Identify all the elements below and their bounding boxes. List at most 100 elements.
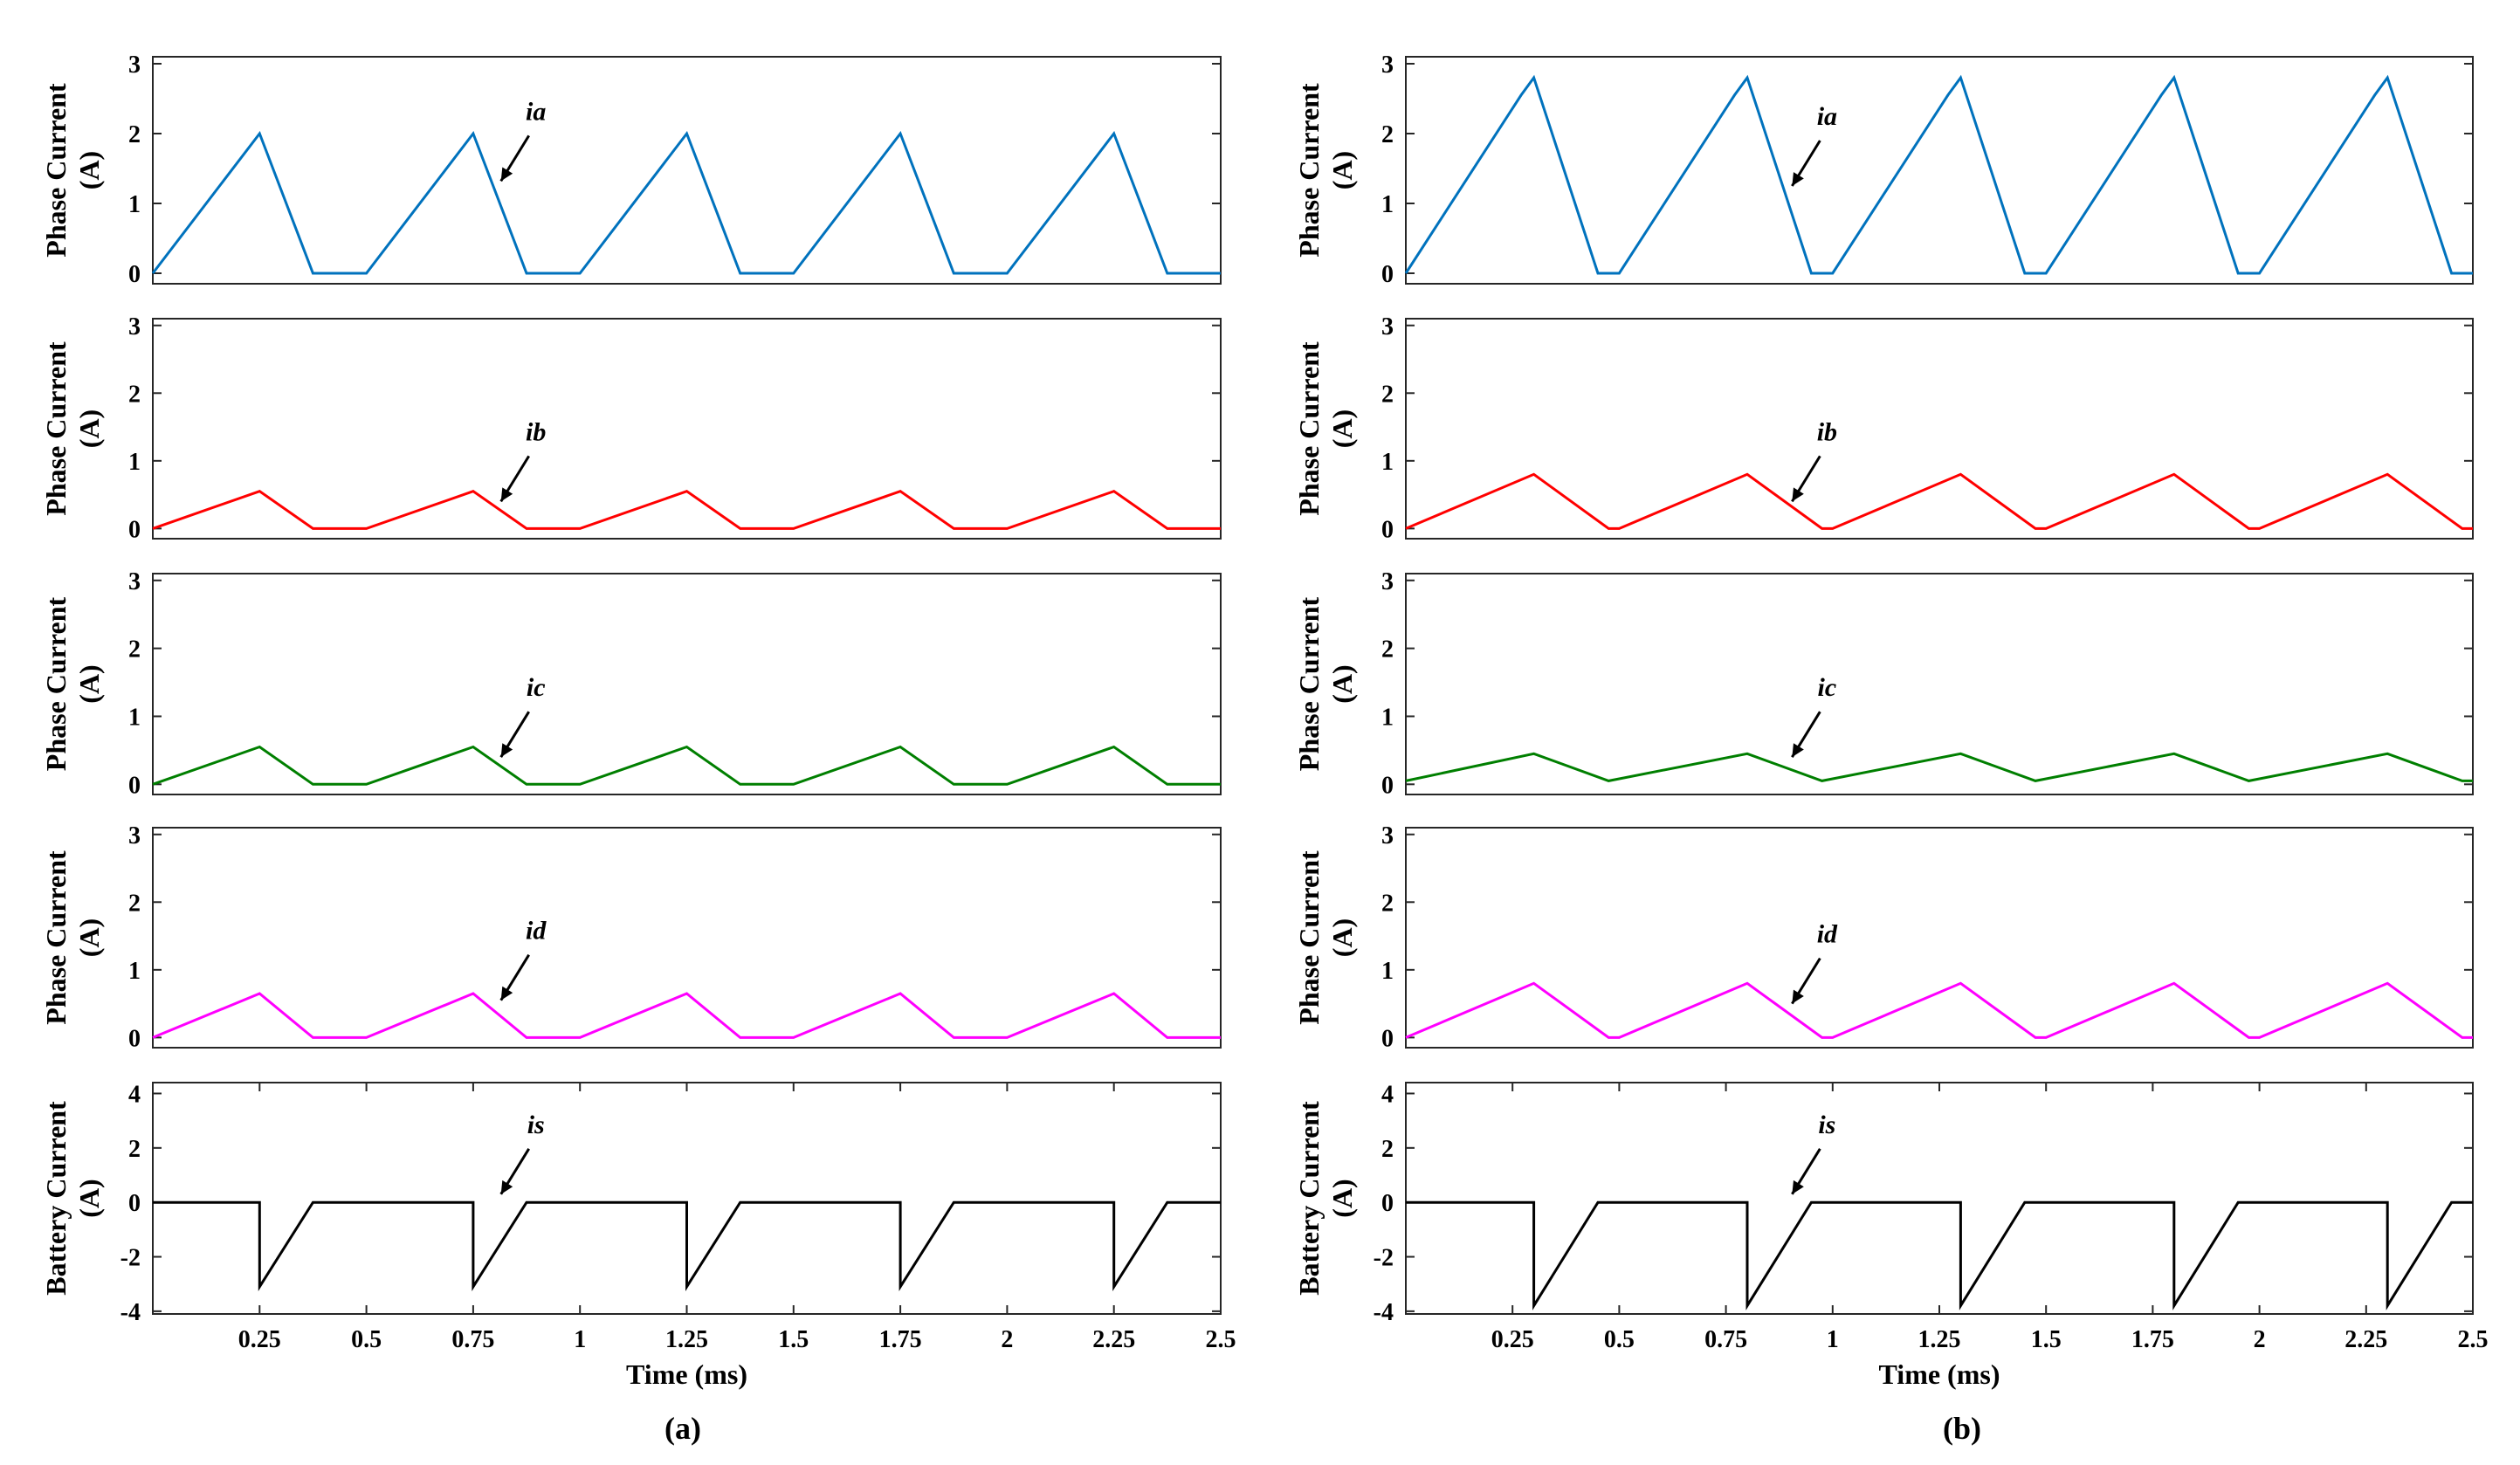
panel-label-a: (a)	[664, 1411, 701, 1446]
y-axis-label: Phase Current(A)	[40, 850, 105, 1025]
y-tick-label: 2	[128, 381, 141, 408]
y-axis-label-line: (A)	[73, 151, 105, 189]
y-axis-label-line: Battery Current	[1293, 1101, 1325, 1296]
x-axis-label: Time (ms)	[626, 1358, 747, 1390]
y-tick-label: 0	[1381, 1025, 1394, 1052]
y-axis-label-line: Phase Current	[40, 596, 72, 771]
y-tick-label: 0	[1381, 261, 1394, 288]
subplot-b-4: 0 1 2 3 Phase Current(A) id	[1293, 822, 2474, 1052]
annotation-label-ib: ib	[526, 417, 546, 446]
y-tick-label: 3	[128, 822, 141, 849]
axes-frame	[1405, 573, 2474, 795]
annotation-arrowhead	[500, 487, 513, 502]
subplot-b-1: 0 1 2 3 Phase Current(A) ia	[1293, 52, 2474, 288]
y-axis-label-line: (A)	[1326, 1179, 1358, 1217]
y-tick-label: 2	[128, 636, 141, 664]
axes-frame	[152, 827, 1222, 1049]
annotation-arrowhead	[1792, 487, 1804, 502]
annotation-label-id: id	[526, 917, 547, 946]
y-axis-label: Phase Current(A)	[40, 341, 105, 516]
axes-frame	[1405, 827, 2474, 1049]
y-axis-label: Phase Current(A)	[40, 596, 105, 771]
subplot-b-2: 0 1 2 3 Phase Current(A) ib	[1293, 313, 2474, 543]
series-line-ic	[152, 745, 1221, 786]
y-tick-label: 1	[128, 958, 141, 985]
x-tick-label: 0.5	[1604, 1326, 1635, 1353]
x-tick-label: 1.25	[1918, 1326, 1961, 1353]
y-tick-label: 2	[128, 121, 141, 148]
annotation-arrowhead	[500, 986, 513, 1001]
annotation-arrowhead	[1792, 989, 1804, 1004]
x-tick-label: 2.5	[2458, 1326, 2489, 1353]
series-line-is	[1406, 1200, 2473, 1310]
y-axis-label-line: (A)	[1326, 151, 1358, 189]
series-line-is	[153, 1200, 1221, 1291]
y-axis-label-line: (A)	[73, 409, 105, 448]
series-line-ib	[1405, 472, 2473, 530]
x-tick-label: 2	[1001, 1326, 1013, 1353]
y-axis-label-line: Phase Current	[1293, 83, 1325, 258]
y-tick-label: 2	[1381, 890, 1394, 917]
axes-frame	[152, 56, 1222, 285]
y-tick-label: 0	[128, 1025, 141, 1052]
x-axis-label: Time (ms)	[1879, 1358, 2000, 1390]
y-tick-label: 3	[128, 313, 141, 340]
y-tick-label: 0	[128, 1190, 141, 1217]
y-tick-label: 3	[128, 568, 141, 595]
axes-frame	[1405, 318, 2474, 540]
y-axis-label: Phase Current(A)	[1293, 850, 1358, 1025]
subplot-a-3: 0 1 2 3 Phase Current(A) ic	[40, 568, 1222, 799]
series-line-ic	[1405, 752, 2473, 782]
x-tick-label: 1.75	[879, 1326, 922, 1353]
annotation-label-ia: ia	[1817, 102, 1837, 131]
x-tick-label: 2.25	[2344, 1326, 2387, 1353]
subplot-a-2: 0 1 2 3 Phase Current(A) ib	[40, 313, 1222, 543]
y-tick-label: 1	[128, 449, 141, 476]
subplot-b-3: 0 1 2 3 Phase Current(A) ic	[1293, 568, 2474, 799]
y-tick-label: 2	[1381, 381, 1394, 408]
y-tick-label: 3	[128, 52, 141, 79]
y-axis-label-line: Phase Current	[40, 341, 72, 516]
x-tick-label: 1.5	[2031, 1326, 2062, 1353]
y-tick-label: -4	[1374, 1299, 1394, 1326]
x-tick-label: 1.5	[778, 1326, 809, 1353]
series-line-ia	[1404, 74, 2473, 275]
y-tick-label: 0	[1381, 772, 1394, 799]
x-tick-label: 0.25	[1491, 1326, 1534, 1353]
x-tick-label: 0.75	[1704, 1326, 1747, 1353]
y-tick-label: -4	[120, 1299, 141, 1326]
axes-frame	[1405, 1082, 2474, 1315]
panel-label-b: (b)	[1943, 1411, 1981, 1446]
x-tick-label: 1.25	[665, 1326, 708, 1353]
y-axis-label-line: Phase Current	[1293, 850, 1325, 1025]
y-axis-label-line: (A)	[1326, 918, 1358, 957]
y-axis-label: Phase Current(A)	[1293, 83, 1358, 258]
x-tick-label: 2	[2254, 1326, 2266, 1353]
x-tick-label: 1	[1827, 1326, 1839, 1353]
annotation-arrowhead	[500, 743, 513, 758]
axes-frame	[152, 318, 1222, 540]
y-tick-label: 0	[1381, 1190, 1394, 1217]
y-axis-label: Phase Current(A)	[1293, 341, 1358, 516]
y-axis-label-line: (A)	[73, 664, 105, 703]
y-axis-label-line: (A)	[73, 918, 105, 957]
series-line-ib	[152, 490, 1221, 530]
y-tick-label: 2	[1381, 636, 1394, 664]
y-tick-label: -2	[120, 1245, 141, 1272]
x-tick-label: 2.5	[1206, 1326, 1236, 1353]
y-axis-label-line: Phase Current	[40, 83, 72, 258]
y-axis-label: Battery Current(A)	[1293, 1101, 1358, 1296]
subplot-a-4: 0 1 2 3 Phase Current(A) id	[40, 822, 1222, 1052]
annotation-label-is: is	[527, 1111, 545, 1139]
annotation-arrowhead	[500, 1180, 513, 1194]
y-axis-label-line: (A)	[1326, 409, 1358, 448]
annotation-label-ia: ia	[526, 97, 546, 126]
axes-frame	[1405, 56, 2474, 285]
y-tick-label: 0	[128, 772, 141, 799]
annotation-label-ib: ib	[1817, 417, 1837, 446]
y-axis-label: Phase Current(A)	[40, 83, 105, 258]
y-tick-label: 0	[1381, 516, 1394, 543]
annotation-label-ic: ic	[1818, 673, 1837, 702]
y-tick-label: 3	[1381, 313, 1394, 340]
